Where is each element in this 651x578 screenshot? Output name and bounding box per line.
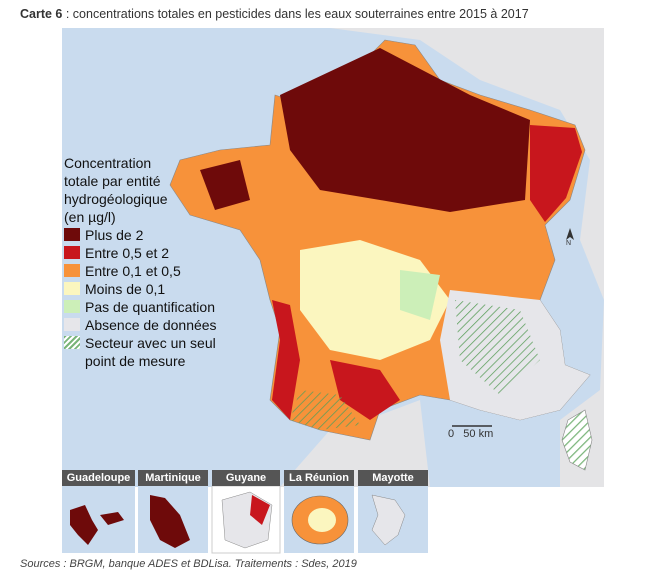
inset-title: La Réunion bbox=[284, 470, 354, 486]
zone-red-east bbox=[530, 125, 582, 222]
corsica bbox=[561, 409, 593, 471]
inset-title: Martinique bbox=[138, 470, 208, 486]
inset-title: Mayotte bbox=[358, 470, 428, 486]
legend-swatch bbox=[64, 246, 80, 259]
legend-title: totale par entité bbox=[64, 173, 161, 189]
inset-shape bbox=[371, 494, 406, 546]
scale-length: 50 km bbox=[463, 428, 494, 440]
zone-brittany bbox=[200, 160, 250, 210]
zone-low bbox=[300, 240, 450, 360]
title-text: : concentrations totales en pesticides d… bbox=[62, 7, 529, 21]
scale: 0 50 km bbox=[448, 428, 493, 440]
legend-label: Pas de quantification bbox=[85, 299, 215, 315]
zone-hatch bbox=[455, 300, 540, 395]
legend-title: hydrogéologique bbox=[64, 191, 168, 207]
north-arrow bbox=[566, 228, 574, 240]
source: Sources : BRGM, banque ADES et BDLisa. T… bbox=[20, 558, 357, 570]
inset-shape bbox=[250, 495, 270, 525]
legend-swatch bbox=[64, 282, 80, 295]
legend-label: Entre 0,5 et 2 bbox=[85, 245, 170, 261]
legend-label: Secteur avec un seul point de mesure bbox=[85, 335, 216, 369]
inset-shape bbox=[308, 508, 336, 532]
legend-item: Secteur avec un seul point de mesure bbox=[64, 334, 244, 370]
legend-label: Absence de données bbox=[85, 317, 217, 333]
inset-shape bbox=[150, 495, 190, 548]
spain bbox=[280, 400, 430, 487]
scale-zero: 0 bbox=[448, 428, 455, 440]
legend-swatch bbox=[64, 264, 80, 277]
legend-item: Plus de 2 bbox=[64, 226, 244, 244]
legend-swatch bbox=[64, 318, 80, 331]
zone-hatch-sw bbox=[290, 390, 360, 430]
legend: Concentration totale par entité hydrogéolo… bbox=[64, 154, 244, 370]
legend-title: (en µg/l) bbox=[64, 209, 116, 225]
legend-swatch bbox=[64, 336, 80, 349]
legend-item: Absence de données bbox=[64, 316, 244, 334]
title: Carte 6 : concentrations totales en pest… bbox=[20, 7, 529, 21]
zone-none bbox=[400, 270, 440, 320]
legend-label: Moins de 0,1 bbox=[85, 281, 166, 297]
zone-red-south bbox=[330, 360, 400, 420]
legend-swatch bbox=[64, 228, 80, 241]
inset-shape bbox=[221, 491, 273, 549]
inset-title: Guadeloupe bbox=[62, 470, 135, 486]
legend-item: Pas de quantification bbox=[64, 298, 244, 316]
legend-label: Plus de 2 bbox=[85, 227, 144, 243]
inset-maps bbox=[62, 485, 428, 554]
legend-item: Entre 0,5 et 2 bbox=[64, 244, 244, 262]
inset-title: Guyane bbox=[212, 470, 280, 486]
legend-item: Entre 0,1 et 0,5 bbox=[64, 262, 244, 280]
zone-high bbox=[280, 48, 530, 212]
zone-red-west bbox=[272, 300, 300, 420]
legend-title: Concentration bbox=[64, 155, 152, 171]
title-label: Carte 6 bbox=[20, 7, 63, 21]
inset-shape bbox=[70, 505, 124, 545]
legend-item: Moins de 0,1 bbox=[64, 280, 244, 298]
legend-label: Entre 0,1 et 0,5 bbox=[85, 263, 181, 279]
north-label: N bbox=[566, 240, 572, 247]
legend-swatch bbox=[64, 300, 80, 313]
